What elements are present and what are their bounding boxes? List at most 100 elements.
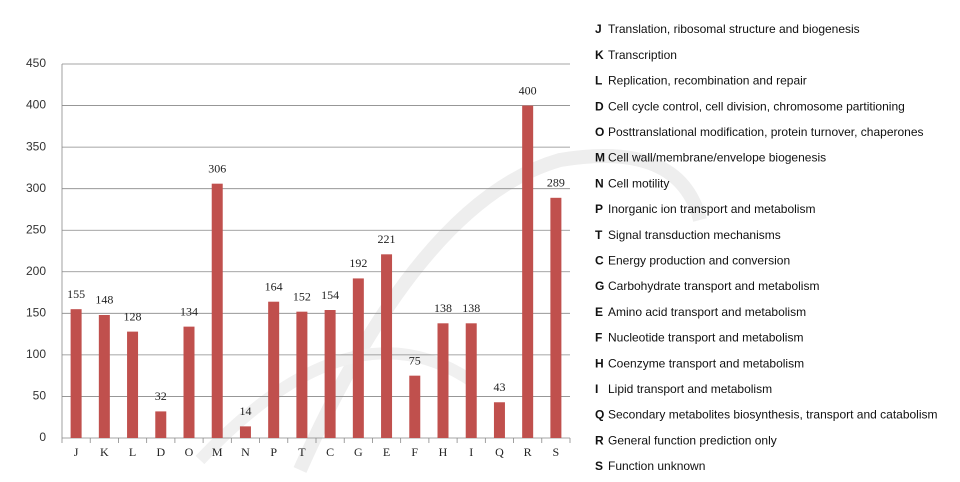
x-tick-label: O bbox=[185, 445, 194, 459]
x-tick-label: F bbox=[411, 445, 418, 459]
value-label: 128 bbox=[124, 309, 142, 323]
value-label: 134 bbox=[180, 304, 198, 318]
legend-key: G bbox=[595, 279, 604, 293]
legend-key: H bbox=[595, 356, 604, 370]
bar bbox=[550, 197, 562, 438]
x-tick-label: H bbox=[439, 445, 448, 459]
legend-description: Posttranslational modification, protein … bbox=[608, 125, 924, 139]
legend-key: F bbox=[595, 331, 602, 345]
y-tick-label: 50 bbox=[33, 389, 47, 403]
legend-description: Coenzyme transport and metabolism bbox=[608, 356, 804, 370]
legend-description: Cell wall/membrane/envelope biogenesis bbox=[608, 151, 826, 165]
x-tick-label: M bbox=[212, 445, 223, 459]
value-label: 32 bbox=[155, 389, 167, 403]
bar bbox=[127, 331, 139, 438]
value-label: 138 bbox=[462, 301, 480, 315]
legend-key: J bbox=[595, 22, 602, 36]
value-label: 289 bbox=[547, 176, 565, 190]
bar bbox=[155, 411, 167, 438]
legend-key: T bbox=[595, 228, 603, 242]
value-label: 14 bbox=[239, 404, 251, 418]
legend-description: Lipid transport and metabolism bbox=[608, 382, 772, 396]
legend-description: Function unknown bbox=[608, 459, 705, 473]
legend-description: Transcription bbox=[608, 48, 677, 62]
legend-key: K bbox=[595, 48, 604, 62]
legend-description: Energy production and conversion bbox=[608, 253, 790, 267]
value-label: 164 bbox=[265, 279, 283, 293]
bar bbox=[211, 183, 223, 438]
legend-description: Carbohydrate transport and metabolism bbox=[608, 279, 819, 293]
y-tick-label: 300 bbox=[26, 181, 46, 195]
bar bbox=[268, 301, 280, 438]
x-tick-label: R bbox=[524, 445, 532, 459]
x-tick-label: I bbox=[469, 445, 473, 459]
y-tick-label: 100 bbox=[26, 347, 46, 361]
x-tick-label: L bbox=[129, 445, 136, 459]
y-tick-label: 200 bbox=[26, 264, 46, 278]
legend-description: Nucleotide transport and metabolism bbox=[608, 331, 803, 345]
bar bbox=[409, 375, 421, 438]
legend-key: R bbox=[595, 433, 604, 447]
value-label: 148 bbox=[95, 293, 113, 307]
value-label: 75 bbox=[409, 353, 421, 367]
x-tick-label: N bbox=[241, 445, 250, 459]
bar bbox=[437, 323, 449, 438]
legend-key: P bbox=[595, 202, 603, 216]
legend-description: Replication, recombination and repair bbox=[608, 74, 807, 88]
bar bbox=[493, 402, 505, 438]
bar bbox=[70, 309, 82, 438]
legend-key: M bbox=[595, 151, 605, 165]
bar bbox=[352, 278, 364, 438]
legend-description: General function prediction only bbox=[608, 433, 777, 447]
legend-key: D bbox=[595, 99, 604, 113]
x-tick-label: S bbox=[553, 445, 560, 459]
legend-key: L bbox=[595, 74, 602, 88]
y-tick-label: 400 bbox=[26, 98, 46, 112]
bar bbox=[296, 311, 308, 438]
value-label: 400 bbox=[519, 83, 537, 97]
value-label: 43 bbox=[493, 380, 505, 394]
x-tick-label: E bbox=[383, 445, 390, 459]
value-label: 221 bbox=[378, 232, 396, 246]
bar bbox=[381, 254, 393, 438]
bar bbox=[465, 323, 477, 438]
legend-description: Signal transduction mechanisms bbox=[608, 228, 781, 242]
x-tick-label: D bbox=[156, 445, 165, 459]
bar bbox=[183, 326, 195, 438]
legend-description: Amino acid transport and metabolism bbox=[608, 305, 806, 319]
x-tick-label: C bbox=[326, 445, 334, 459]
bar bbox=[522, 105, 534, 439]
legend-key: C bbox=[595, 253, 604, 267]
y-tick-label: 350 bbox=[26, 139, 46, 153]
bar bbox=[324, 310, 336, 438]
bar bbox=[239, 426, 251, 438]
legend-description: Translation, ribosomal structure and bio… bbox=[608, 22, 860, 36]
value-label: 306 bbox=[208, 161, 226, 175]
x-tick-label: T bbox=[298, 445, 306, 459]
y-tick-label: 150 bbox=[26, 306, 46, 320]
value-label: 138 bbox=[434, 301, 452, 315]
x-tick-label: J bbox=[74, 445, 79, 459]
bar bbox=[98, 314, 110, 438]
legend-key: Q bbox=[595, 408, 604, 422]
legend-description: Cell motility bbox=[608, 176, 669, 190]
value-label: 152 bbox=[293, 289, 311, 303]
x-tick-label: Q bbox=[495, 445, 504, 459]
legend-description: Cell cycle control, cell division, chrom… bbox=[608, 99, 905, 113]
x-tick-label: P bbox=[270, 445, 277, 459]
legend-key: S bbox=[595, 459, 603, 473]
legend-key: I bbox=[595, 382, 598, 396]
x-tick-label: K bbox=[100, 445, 109, 459]
value-label: 154 bbox=[321, 288, 339, 302]
value-label: 155 bbox=[67, 287, 85, 301]
value-label: 192 bbox=[349, 256, 367, 270]
x-tick-label: G bbox=[354, 445, 363, 459]
legend-description: Inorganic ion transport and metabolism bbox=[608, 202, 815, 216]
y-tick-label: 0 bbox=[39, 430, 46, 444]
y-tick-label: 250 bbox=[26, 222, 46, 236]
y-tick-label: 450 bbox=[26, 56, 46, 70]
legend-key: O bbox=[595, 125, 604, 139]
legend-key: N bbox=[595, 176, 604, 190]
legend-description: Secondary metabolites biosynthesis, tran… bbox=[608, 408, 938, 422]
